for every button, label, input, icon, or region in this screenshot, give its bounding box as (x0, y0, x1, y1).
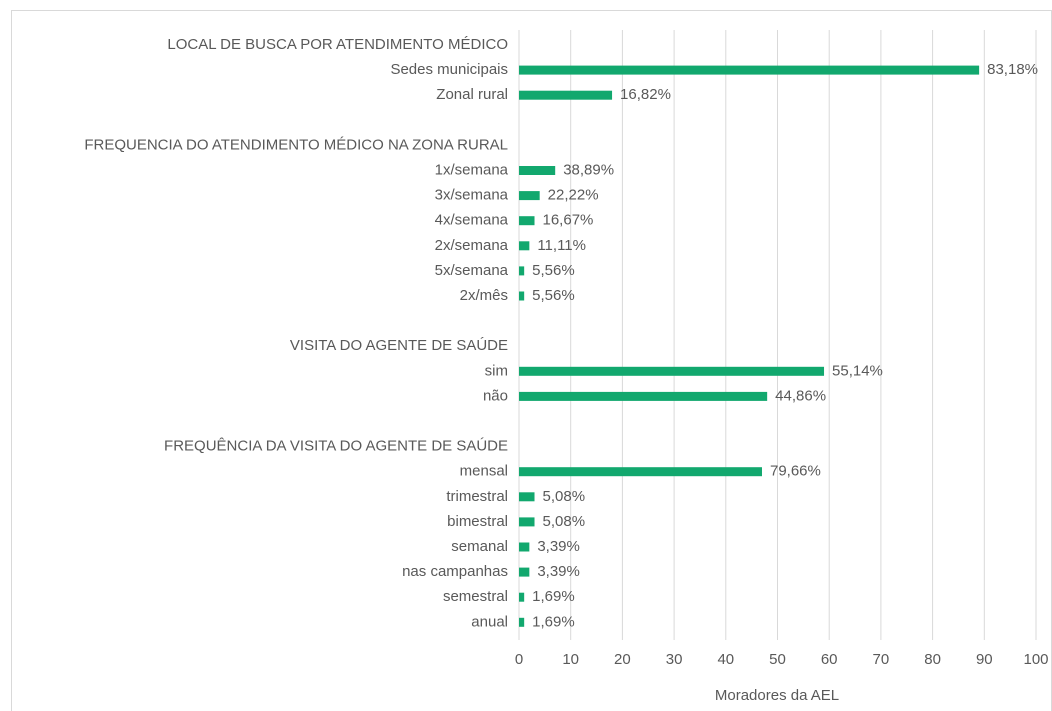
x-tick-label: 40 (717, 651, 734, 668)
bar (519, 567, 530, 577)
x-tick-label: 20 (614, 651, 631, 668)
data-label: 44,86% (775, 387, 826, 404)
x-tick-label: 100 (1023, 651, 1048, 668)
data-label: 5,08% (543, 488, 586, 505)
bar (519, 266, 525, 276)
x-tick-label: 90 (976, 651, 993, 668)
bar (519, 391, 768, 401)
data-label: 16,82% (620, 86, 671, 103)
x-tick-label: 60 (821, 651, 838, 668)
chart-border (11, 10, 1052, 711)
data-label: 16,67% (543, 212, 594, 229)
bar (519, 492, 535, 502)
y-tick-label: anual (471, 613, 508, 630)
data-label: 3,39% (537, 538, 580, 555)
y-tick-label: 3x/semana (435, 187, 509, 204)
y-tick-label: semanal (451, 538, 508, 555)
y-tick-label: bimestral (447, 513, 508, 530)
bar (519, 291, 525, 301)
y-tick-label: 4x/semana (435, 212, 509, 229)
bar (519, 592, 525, 602)
y-tick-label: não (483, 387, 508, 404)
x-axis-title: Moradores da AEL (715, 687, 839, 704)
group-label: FREQUÊNCIA DA VISITA DO AGENTE DE SAÚDE (164, 438, 508, 455)
x-tick-label: 30 (666, 651, 683, 668)
x-tick-label: 50 (769, 651, 786, 668)
data-label: 79,66% (770, 463, 821, 480)
bar (519, 191, 540, 201)
group-label: LOCAL DE BUSCA POR ATENDIMENTO MÉDICO (167, 36, 508, 53)
bar (519, 166, 556, 175)
x-tick-label: 70 (873, 651, 890, 668)
data-label: 83,18% (987, 61, 1038, 78)
bar (519, 617, 525, 627)
y-tick-label: 1x/semana (435, 161, 509, 178)
data-label: 5,56% (532, 287, 575, 304)
data-label: 3,39% (537, 563, 580, 580)
data-label: 11,11% (537, 237, 586, 254)
data-label: 55,14% (832, 362, 883, 379)
data-label: 38,89% (563, 161, 614, 178)
group-label: VISITA DO AGENTE DE SAÚDE (290, 337, 508, 354)
data-label: 1,69% (532, 613, 575, 630)
bar (519, 90, 613, 100)
y-tick-label: nas campanhas (402, 563, 508, 580)
x-tick-label: 10 (562, 651, 579, 668)
data-label: 1,69% (532, 588, 575, 605)
y-tick-label: 5x/semana (435, 262, 509, 279)
bar (519, 517, 535, 527)
bar (519, 366, 825, 376)
data-label: 5,08% (543, 513, 586, 530)
y-tick-label: sim (485, 362, 508, 379)
y-tick-label: trimestral (446, 488, 508, 505)
x-tick-label: 0 (515, 651, 523, 668)
y-tick-label: 2x/semana (435, 237, 509, 254)
y-tick-label: 2x/mês (460, 287, 508, 304)
y-tick-label: Sedes municipais (390, 61, 508, 78)
bar (519, 216, 535, 226)
x-tick-label: 80 (924, 651, 941, 668)
bar (519, 241, 530, 251)
data-label: 5,56% (532, 262, 575, 279)
bar (519, 65, 980, 75)
y-tick-label: Zonal rural (436, 86, 508, 103)
y-tick-label: semestral (443, 588, 508, 605)
y-tick-label: mensal (460, 463, 508, 480)
group-label: FREQUENCIA DO ATENDIMENTO MÉDICO NA ZONA… (84, 136, 508, 153)
bar (519, 467, 762, 477)
bar (519, 542, 530, 552)
data-label: 22,22% (548, 187, 599, 204)
